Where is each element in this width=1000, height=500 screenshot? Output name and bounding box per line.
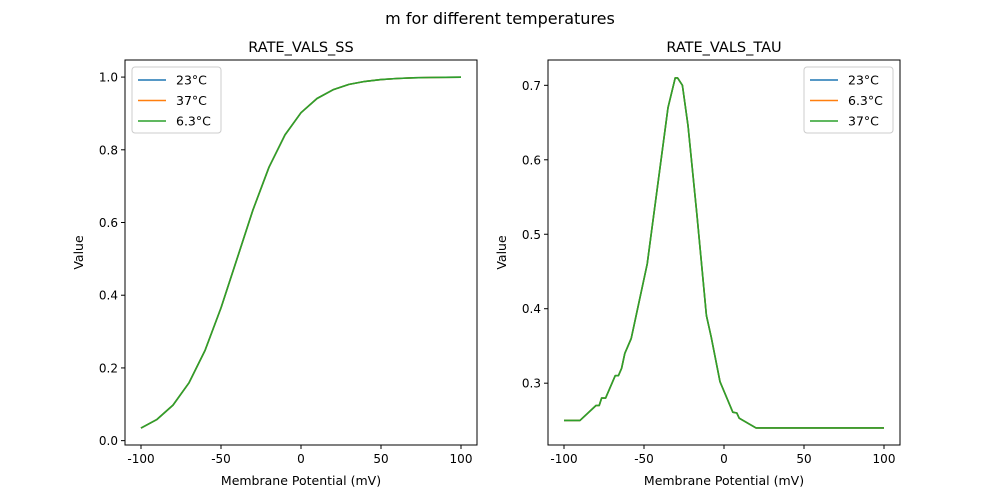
y-tick-label: 1.0 xyxy=(99,71,118,85)
legend-box xyxy=(131,66,222,134)
legend-label: 6.3°C xyxy=(176,114,211,129)
x-axis-label: Membrane Potential (mV) xyxy=(221,473,381,488)
y-axis-label: Value xyxy=(494,235,509,270)
x-tick-label: 100 xyxy=(450,452,473,466)
x-tick-label: 50 xyxy=(373,452,388,466)
legend-box xyxy=(803,66,894,134)
x-tick-label: -50 xyxy=(634,452,654,466)
y-tick-label: 0.6 xyxy=(522,153,541,167)
legend: 23°C 37°C 6.3°C xyxy=(131,66,222,134)
series-line-37°C xyxy=(564,77,884,429)
legend-label: 6.3°C xyxy=(848,93,883,108)
x-axis-label: Membrane Potential (mV) xyxy=(644,473,804,488)
x-tick-label: 100 xyxy=(873,452,896,466)
x-tick-label: -100 xyxy=(127,452,154,466)
legend: 23°C 6.3°C 37°C xyxy=(803,66,894,134)
x-tick-label: 0 xyxy=(720,452,728,466)
y-tick-label: 0.5 xyxy=(522,228,541,242)
subplot-title: RATE_VALS_SS xyxy=(248,40,353,56)
x-tick-label: 50 xyxy=(796,452,811,466)
y-tick-label: 0.7 xyxy=(522,79,541,93)
subplot-title: RATE_VALS_TAU xyxy=(666,40,781,56)
y-tick-label: 0.0 xyxy=(99,434,118,448)
y-tick-label: 0.6 xyxy=(99,216,118,230)
y-axis-label: Value xyxy=(71,235,86,270)
y-tick-label: 0.3 xyxy=(522,377,541,391)
y-tick-label: 0.8 xyxy=(99,143,118,157)
legend-label: 23°C xyxy=(176,73,207,88)
y-tick-label: 0.4 xyxy=(522,302,541,316)
legend-label: 23°C xyxy=(848,73,879,88)
x-tick-label: -100 xyxy=(550,452,577,466)
y-tick-label: 0.4 xyxy=(99,289,118,303)
legend-label: 37°C xyxy=(176,93,207,108)
legend-label: 37°C xyxy=(848,114,879,129)
axes-frame xyxy=(547,59,901,446)
series-line-6.3°C xyxy=(140,76,462,429)
x-tick-label: 0 xyxy=(297,452,305,466)
subplot-2: RATE_VALS_TAU -100 -50 0 50 100 0.3 0.4 0.5 0.6 0.… xyxy=(494,40,901,488)
y-tick-label: 0.2 xyxy=(99,361,118,375)
subplot-1: RATE_VALS_SS -100 -50 0 50 100 0.0 0.2 0.4 0.6 0.8… xyxy=(71,40,478,488)
suptitle: m for different temperatures xyxy=(385,9,615,28)
axes-frame xyxy=(124,59,478,446)
x-tick-label: -50 xyxy=(211,452,231,466)
